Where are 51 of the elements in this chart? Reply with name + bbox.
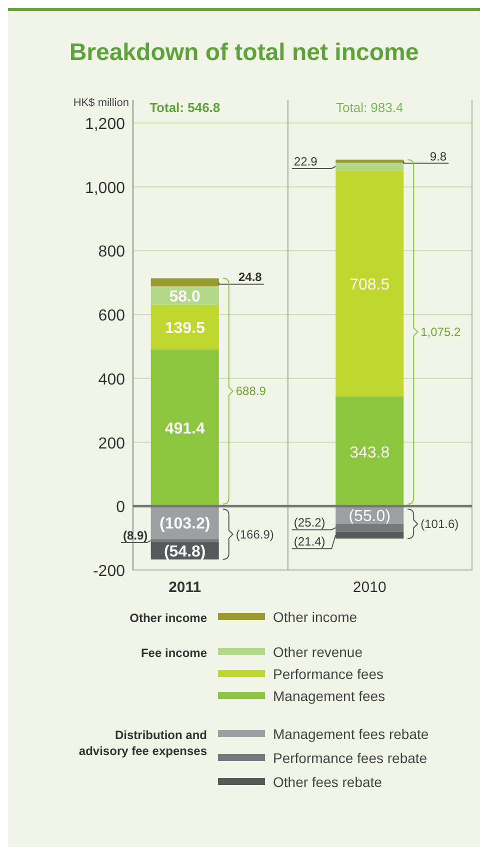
annotation: 688.9 <box>236 384 266 398</box>
legend-label: Other income <box>273 609 358 625</box>
data-label: 343.8 <box>350 444 390 462</box>
annotation: (101.6) <box>420 516 459 531</box>
y-axis-title: HK$ million <box>73 97 129 109</box>
y-tick-label: 600 <box>98 308 126 325</box>
annotation: (166.9) <box>236 527 274 542</box>
y-tick-label: 1,200 <box>84 116 126 133</box>
text: Other income <box>130 611 208 625</box>
bar <box>150 349 219 506</box>
bar <box>336 162 404 170</box>
data-label: 139.5 <box>164 320 205 337</box>
data-label: (21.4) <box>294 534 326 549</box>
bar <box>336 160 404 163</box>
data-label: 9.8 <box>430 149 447 164</box>
y-tick-label: 800 <box>98 244 126 261</box>
y-tick-label: 0 <box>116 499 126 516</box>
text: Distribution and advisory fee expenses <box>78 728 208 758</box>
y-tick-label: 200 <box>98 435 126 452</box>
bar <box>336 524 404 532</box>
y-tick-label: 1,000 <box>84 180 126 197</box>
data-label: (55.0) <box>348 508 391 525</box>
data-label: (54.8) <box>164 544 206 561</box>
data-label: 24.8 <box>238 270 262 284</box>
annotation: 1,075.2 <box>420 324 461 339</box>
text: Total: 983.4 <box>336 100 404 115</box>
legend-label: Other fees rebate <box>273 774 382 790</box>
data-label: (25.2) <box>294 516 326 530</box>
data-label: 58.0 <box>169 288 201 306</box>
legend-label: Performance fees rebate <box>273 750 428 766</box>
bar <box>336 396 404 506</box>
legend-label: Performance fees <box>273 666 384 682</box>
legend-label: Management fees <box>273 688 386 704</box>
bar <box>150 304 219 350</box>
data-label: 22.9 <box>294 154 318 169</box>
bar <box>336 170 404 396</box>
data-label: 491.4 <box>164 420 205 438</box>
legend-label: Other revenue <box>273 644 363 660</box>
data-label: (103.2) <box>160 516 210 533</box>
y-tick-label: -200 <box>92 563 126 580</box>
x-tick-label: 2011 <box>168 579 202 596</box>
bar <box>150 539 219 542</box>
text: Fee income <box>140 646 208 660</box>
bar <box>150 278 219 286</box>
x-tick-label: 2010 <box>352 579 386 596</box>
y-tick-label: 400 <box>98 371 126 388</box>
legend-label: Management fees rebate <box>273 726 429 742</box>
text: Total: 546.8 <box>150 100 220 115</box>
chart-title: Breakdown of total net income <box>69 39 419 66</box>
data-label: 708.5 <box>350 276 390 294</box>
data-label: (8.9) <box>123 528 148 543</box>
